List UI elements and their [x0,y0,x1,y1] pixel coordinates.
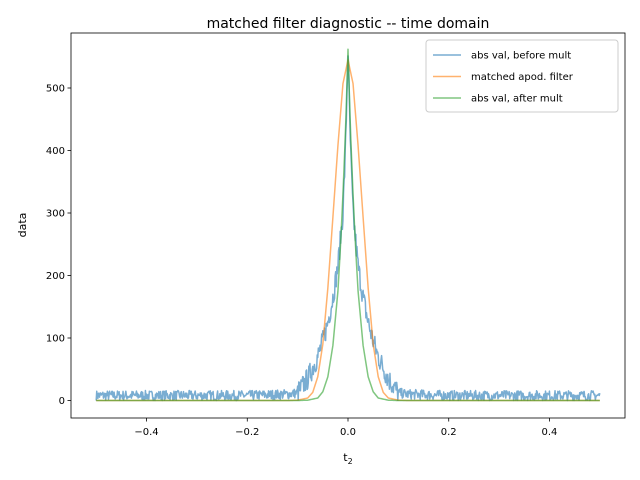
series-line-3 [96,48,600,402]
y-tick-label: 300 [46,209,65,220]
legend: abs val, before mult matched apod. filter… [425,39,619,113]
x-axis: −0.4 −0.2 0.0 0.2 0.4 [134,418,557,438]
x-axis-title: t2 [343,451,352,466]
y-tick-label: 100 [46,334,65,345]
legend-label-1: abs val, before mult [471,51,571,62]
x-tick-label: 0.2 [441,427,457,438]
y-tick-label: 400 [46,146,65,157]
y-tick-label: 200 [46,271,65,282]
x-tick-label: −0.4 [134,427,158,438]
x-tick-label: −0.2 [235,427,259,438]
x-tick-label: 0.0 [340,427,356,438]
series-layer [95,48,601,402]
y-tick-label: 500 [46,84,65,95]
chart-title: matched filter diagnostic -- time domain [207,16,490,32]
y-axis: 0 100 200 300 400 500 [46,84,71,407]
y-axis-title: data [16,213,29,238]
legend-box [425,39,619,113]
x-tick-label: 0.4 [542,427,558,438]
y-tick-label: 0 [59,396,65,407]
legend-label-3: abs val, after mult [471,94,563,105]
legend-label-2: matched apod. filter [471,72,574,83]
